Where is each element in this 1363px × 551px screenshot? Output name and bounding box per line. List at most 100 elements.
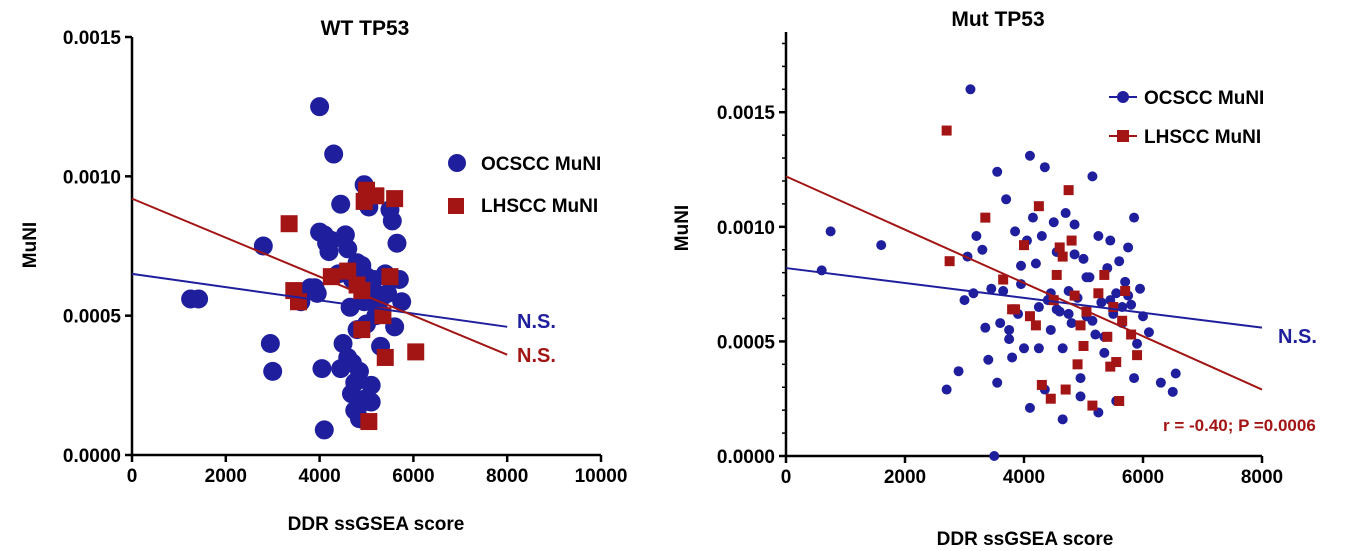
- point-lhscc: [1117, 315, 1128, 326]
- point-lhscc: [360, 413, 378, 431]
- x-tick-label: 0: [781, 467, 792, 488]
- point-ocscc: [998, 285, 1009, 296]
- point-lhscc: [1075, 320, 1086, 331]
- point-lhscc: [1126, 329, 1137, 340]
- regression-line: [131, 197, 508, 356]
- regression-line: [131, 272, 508, 328]
- point-ocscc: [983, 354, 994, 365]
- point-ocscc: [1132, 338, 1143, 349]
- point-ocscc: [1078, 253, 1089, 264]
- legend-marker-lhscc: [448, 198, 464, 214]
- y-tick-label: 0.0010: [63, 167, 121, 188]
- legend-marker-ocscc: [448, 154, 466, 172]
- point-lhscc: [980, 212, 991, 223]
- point-ocscc: [1016, 279, 1027, 290]
- x-tick-label: 4000: [1003, 467, 1045, 488]
- point-lhscc: [353, 282, 371, 300]
- point-ocscc: [1057, 343, 1068, 354]
- point-ocscc: [1170, 368, 1181, 379]
- point-lhscc: [1072, 359, 1083, 370]
- point-ocscc: [1069, 219, 1080, 230]
- chart-title: Mut TP53: [951, 8, 1044, 31]
- x-axis-label: DDR ssGSEA score: [288, 514, 465, 535]
- point-ocscc: [1036, 230, 1047, 241]
- point-ocscc: [310, 97, 330, 117]
- y-tick-label: 0.0010: [717, 218, 775, 239]
- y-tick-label: 0.0000: [63, 446, 121, 467]
- point-lhscc: [941, 125, 952, 136]
- regression-line: [785, 175, 1263, 391]
- point-ocscc: [992, 377, 1003, 388]
- point-lhscc: [1105, 361, 1116, 372]
- point-ocscc: [1010, 226, 1021, 237]
- point-ocscc: [1111, 288, 1122, 299]
- x-tick-label: 2000: [884, 467, 926, 488]
- point-lhscc: [386, 190, 404, 208]
- point-ocscc: [1167, 386, 1178, 397]
- point-lhscc: [1051, 269, 1062, 280]
- point-lhscc: [1114, 395, 1125, 406]
- stats-annotation: r = -0.40; P =0.0006: [1163, 416, 1316, 435]
- point-ocscc: [338, 239, 358, 259]
- point-lhscc: [1087, 400, 1098, 411]
- point-ocscc: [1090, 329, 1101, 340]
- point-ocscc: [1051, 304, 1062, 315]
- point-ocscc: [1033, 302, 1044, 313]
- point-ocscc: [1087, 171, 1098, 182]
- point-lhscc: [353, 321, 371, 339]
- point-ocscc: [876, 240, 887, 251]
- point-lhscc: [1132, 350, 1143, 361]
- point-lhscc: [1099, 269, 1110, 280]
- chart-wt-tp53: WT TP53 MuNI DDR ssGSEA score 0 2000 4000 6…: [20, 17, 627, 535]
- point-lhscc: [1066, 235, 1077, 246]
- point-ocscc: [1075, 373, 1086, 384]
- point-lhscc: [339, 262, 357, 280]
- point-ocscc: [333, 334, 353, 354]
- x-tick-label: 10000: [575, 466, 628, 487]
- y-tick-label: 0.0000: [717, 447, 775, 468]
- point-ocscc: [1019, 343, 1029, 354]
- point-lhscc: [280, 215, 298, 233]
- point-ocscc: [1105, 235, 1116, 246]
- point-ocscc: [331, 359, 351, 379]
- point-lhscc: [1007, 304, 1018, 315]
- point-ocscc: [324, 144, 344, 164]
- point-ocscc: [959, 295, 970, 306]
- x-tick-label: 6000: [1122, 467, 1164, 488]
- point-ocscc: [1096, 297, 1107, 308]
- x-tick-label: 2000: [205, 466, 247, 487]
- point-ocscc: [1057, 414, 1068, 425]
- point-ocscc: [1155, 377, 1166, 388]
- point-ocscc: [1004, 334, 1015, 345]
- point-ocscc: [968, 288, 979, 299]
- point-ocscc: [825, 226, 836, 237]
- point-ocscc: [1004, 324, 1015, 335]
- point-ocscc: [965, 84, 976, 95]
- point-ocscc: [263, 361, 283, 381]
- point-lhscc: [1120, 285, 1131, 296]
- point-ocscc: [1099, 347, 1110, 358]
- point-lhscc: [1057, 251, 1068, 262]
- x-tick-label: 8000: [1241, 467, 1283, 488]
- point-lhscc: [367, 187, 385, 205]
- point-ocscc: [1123, 242, 1134, 253]
- chart-mut-tp53: Mut TP53 MuNI DDR ssGSEA score 0 2000 4000…: [672, 8, 1317, 550]
- fit-label-ocscc: N.S.: [1278, 326, 1317, 348]
- point-lhscc: [1111, 357, 1122, 368]
- point-ocscc: [1030, 258, 1041, 269]
- point-lhscc: [1024, 311, 1035, 322]
- point-ocscc: [312, 359, 332, 379]
- point-ocscc: [1045, 324, 1056, 335]
- y-tick-label: 0.0015: [717, 103, 776, 124]
- point-ocscc: [392, 292, 412, 312]
- point-ocscc: [314, 420, 334, 440]
- fit-label-lhscc: N.S.: [517, 345, 556, 367]
- point-lhscc: [1108, 302, 1119, 313]
- point-lhscc: [1078, 340, 1089, 351]
- x-tick-label: 0: [127, 466, 138, 487]
- x-tick-label: 6000: [392, 466, 434, 487]
- point-lhscc: [1045, 393, 1056, 404]
- legend: OCSCC MuNI LHSCC MuNI: [1109, 88, 1264, 148]
- point-ocscc: [1024, 402, 1035, 413]
